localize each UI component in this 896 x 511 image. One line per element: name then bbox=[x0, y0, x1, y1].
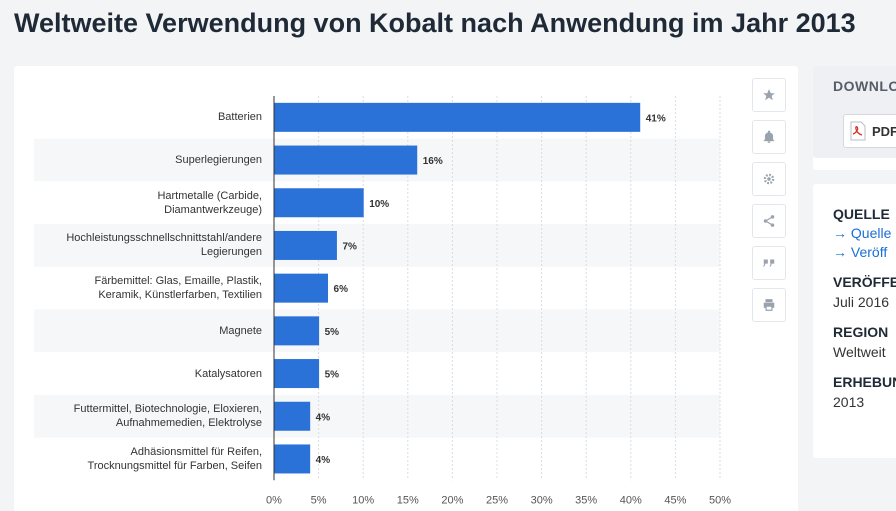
bar bbox=[274, 401, 311, 431]
bar-value-label: 5% bbox=[325, 370, 340, 381]
published-heading: VERÖFFEN bbox=[833, 274, 896, 290]
category-label-line: Magnete bbox=[219, 324, 262, 337]
bar bbox=[274, 102, 641, 132]
x-tick-label: 35% bbox=[575, 494, 597, 506]
download-title: DOWNLO bbox=[833, 78, 896, 94]
category-label-line: Legierungen bbox=[200, 246, 262, 259]
bar bbox=[274, 145, 418, 175]
category-label: Katalysatoren bbox=[12, 367, 262, 381]
page-title: Weltweite Verwendung von Kobalt nach Anw… bbox=[14, 8, 856, 38]
gear-icon bbox=[763, 173, 775, 185]
bar bbox=[274, 444, 311, 474]
bar-value-label: 41% bbox=[646, 113, 666, 124]
bar-value-label: 4% bbox=[316, 412, 331, 423]
cite-button[interactable] bbox=[752, 246, 786, 280]
print-button[interactable] bbox=[752, 288, 786, 322]
category-label-line: Hochleistungsschnellschnittstahl/andere bbox=[66, 232, 262, 245]
x-tick-label: 20% bbox=[441, 494, 463, 506]
bar bbox=[274, 316, 320, 346]
category-label-line: Adhäsionsmittel für Reifen, bbox=[130, 445, 262, 458]
source-heading: QUELLE bbox=[833, 206, 890, 222]
download-panel: DOWNLO PDF bbox=[813, 66, 896, 170]
x-tick-label: 25% bbox=[486, 494, 508, 506]
region-heading: REGION bbox=[833, 324, 889, 340]
publication-link[interactable]: → Veröff bbox=[833, 244, 888, 260]
category-label-line: Diamantwerkzeuge) bbox=[164, 203, 262, 216]
survey-heading: ERHEBUN bbox=[833, 374, 896, 390]
bar bbox=[274, 273, 329, 303]
x-tick-label: 30% bbox=[531, 494, 553, 506]
x-tick-label: 45% bbox=[664, 494, 686, 506]
bar bbox=[274, 359, 320, 389]
category-label-line: Hartmetalle (Carbide, bbox=[157, 189, 262, 202]
pdf-label: PDF bbox=[872, 123, 896, 139]
category-label: Superlegierungen bbox=[12, 153, 262, 167]
notification-button[interactable] bbox=[752, 120, 786, 154]
published-value: Juli 2016 bbox=[833, 294, 890, 310]
bar bbox=[274, 188, 364, 218]
category-label-line: Katalysatoren bbox=[194, 367, 262, 380]
chart-tools bbox=[752, 78, 786, 330]
x-tick-label: 15% bbox=[397, 494, 419, 506]
category-label-line: Superlegierungen bbox=[175, 154, 262, 167]
category-label: Hochleistungsschnellschnittstahl/andere L… bbox=[12, 231, 262, 259]
category-label-line: Futtermittel, Biotechnologie, Eloxieren, bbox=[73, 403, 262, 416]
info-panel: QUELLE → Quelle → Veröff VERÖFFEN Juli 2… bbox=[813, 184, 896, 458]
bar-value-label: 5% bbox=[325, 327, 340, 338]
row-stripe bbox=[34, 224, 720, 267]
bar-value-label: 6% bbox=[334, 284, 349, 295]
bell-icon bbox=[763, 130, 775, 143]
chart-card: 0% 5% 10% 15% 20% 25% 30% 35% 40% 45% 50% 41% 16% 10%… bbox=[14, 66, 798, 511]
category-label-line: Aufnahmemedien, Elektrolyse bbox=[115, 417, 262, 430]
category-label: Hartmetalle (Carbide, Diamantwerkzeuge) bbox=[12, 189, 262, 217]
pdf-icon bbox=[850, 121, 866, 141]
category-label-line: Färbemittel: Glas, Emaille, Plastik, bbox=[94, 275, 263, 288]
source-link[interactable]: → Quelle bbox=[833, 225, 892, 241]
bar-value-label: 7% bbox=[342, 241, 357, 252]
survey-value: 2013 bbox=[833, 394, 865, 410]
x-tick-label: 5% bbox=[311, 494, 327, 506]
region-value: Weltweit bbox=[833, 344, 886, 360]
category-label-line: Keramik, Künstlerfarben, Textilien bbox=[98, 289, 262, 302]
category-label: Adhäsionsmittel für Reifen, Trocknungsmit… bbox=[12, 445, 262, 473]
favorite-button[interactable] bbox=[752, 78, 786, 112]
pdf-download-button[interactable]: PDF bbox=[843, 114, 896, 148]
download-box: DOWNLO PDF bbox=[813, 66, 896, 158]
share-button[interactable] bbox=[752, 204, 786, 238]
x-tick-label: 0% bbox=[266, 494, 282, 506]
category-label: Batterien bbox=[12, 110, 262, 124]
bar bbox=[274, 230, 337, 260]
print-icon bbox=[763, 299, 775, 311]
bar-value-label: 16% bbox=[423, 156, 443, 167]
x-tick-label: 10% bbox=[352, 494, 374, 506]
category-label-line: Batterien bbox=[217, 111, 262, 124]
star-icon bbox=[763, 89, 775, 101]
x-tick-label: 40% bbox=[620, 494, 642, 506]
category-label-line: Trocknungsmittel für Farben, Seifen bbox=[87, 459, 262, 472]
category-label: Magnete bbox=[12, 324, 262, 338]
bar-value-label: 4% bbox=[316, 455, 331, 466]
bar-chart: 0% 5% 10% 15% 20% 25% 30% 35% 40% 45% 50% 41% 16% 10%… bbox=[34, 96, 731, 506]
quote-icon bbox=[763, 259, 775, 267]
settings-button[interactable] bbox=[752, 162, 786, 196]
bar-value-label: 10% bbox=[369, 199, 389, 210]
x-tick-label: 50% bbox=[709, 494, 731, 506]
share-icon bbox=[763, 215, 775, 227]
category-label: Färbemittel: Glas, Emaille, Plastik, Kera… bbox=[12, 274, 263, 302]
category-label: Futtermittel, Biotechnologie, Eloxieren,… bbox=[12, 402, 262, 430]
row-stripe bbox=[34, 394, 720, 438]
row-stripe bbox=[34, 309, 720, 353]
